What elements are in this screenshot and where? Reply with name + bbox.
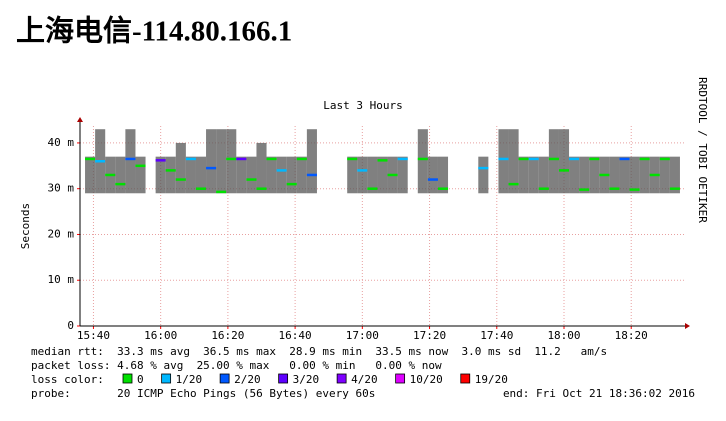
smoke <box>306 129 317 194</box>
smoke <box>478 156 489 194</box>
smoke <box>85 156 96 194</box>
x-tick-label: 16:20 <box>211 329 244 342</box>
legend-label: 4/20 <box>351 373 378 386</box>
smoke <box>286 156 297 194</box>
y-arrow <box>77 117 83 122</box>
legend-swatch <box>219 373 230 384</box>
smoke <box>609 156 620 194</box>
x-tick-label: 16:40 <box>279 329 312 342</box>
smoke <box>518 156 529 194</box>
smoke <box>579 156 590 194</box>
smoke <box>367 156 378 194</box>
smoke <box>357 156 368 194</box>
smoke <box>629 156 640 194</box>
smoke <box>538 156 549 194</box>
smoke <box>115 156 126 194</box>
legend-label: 1/20 <box>176 373 203 386</box>
x-tick-label: 17:00 <box>346 329 379 342</box>
smoke <box>165 156 176 194</box>
smoke <box>427 156 438 194</box>
stats-line: median rtt: 33.3 ms avg 36.5 ms max 28.9… <box>31 345 607 358</box>
side-note: RRDTOOL / TOBI OETIKER <box>696 77 709 223</box>
smoke <box>508 129 519 194</box>
smoke <box>669 156 680 194</box>
legend-label: 0 <box>137 373 144 386</box>
smoke <box>125 129 136 194</box>
smoke <box>206 129 217 194</box>
smoke <box>397 156 408 194</box>
smoke <box>558 129 570 194</box>
legend-swatch <box>278 373 289 384</box>
smoke <box>175 142 186 194</box>
smoke <box>266 156 277 194</box>
legend-swatch <box>161 373 172 384</box>
y-tick-label: 40 m <box>48 136 75 149</box>
smoke <box>498 129 509 194</box>
page-title: 上海电信-114.80.166.1 <box>16 15 292 48</box>
smoke <box>155 156 166 194</box>
legend-label: 10/20 <box>410 373 443 386</box>
smoke <box>659 156 670 194</box>
legend-label: 2/20 <box>234 373 261 386</box>
smoke <box>417 129 428 194</box>
smoke <box>548 129 559 194</box>
smoke <box>377 156 388 194</box>
x-tick-label: 16:00 <box>144 329 177 342</box>
smoke <box>589 156 600 194</box>
y-tick-label: 30 m <box>48 182 75 195</box>
y-tick-label: 10 m <box>48 273 75 286</box>
legend-swatch <box>460 373 471 384</box>
chart-title: Last 3 Hours <box>323 99 402 112</box>
x-tick-label: 18:20 <box>615 329 648 342</box>
smoke <box>236 156 247 194</box>
smoke <box>256 142 267 194</box>
smoke <box>296 156 307 194</box>
x-tick-label: 17:20 <box>413 329 446 342</box>
smoke <box>528 156 539 194</box>
legend-swatch <box>336 373 347 384</box>
legend-swatch <box>395 373 406 384</box>
smoke <box>276 156 287 194</box>
smoke <box>639 156 650 194</box>
smoke <box>619 156 630 194</box>
smoke <box>246 156 257 194</box>
legend-label: 3/20 <box>293 373 320 386</box>
x-arrow <box>685 323 690 329</box>
x-tick-label: 17:40 <box>480 329 513 342</box>
smoke <box>347 156 358 194</box>
y-tick-label: 0 <box>67 319 74 332</box>
smoke <box>216 129 227 194</box>
legend-swatch <box>122 373 133 384</box>
smoke <box>195 156 207 194</box>
stats-line: packet loss: 4.68 % avg 25.00 % max 0.00… <box>31 359 442 372</box>
smoke <box>185 156 196 194</box>
end-time: end: Fri Oct 21 18:36:02 2016 <box>503 387 695 400</box>
legend-label: loss color: <box>31 373 104 386</box>
legend-label: 19/20 <box>475 373 508 386</box>
x-tick-label: 18:00 <box>547 329 580 342</box>
probe-info: probe: 20 ICMP Echo Pings (56 Bytes) eve… <box>31 387 375 400</box>
y-tick-label: 20 m <box>48 227 75 240</box>
y-axis-label: Seconds <box>19 203 32 249</box>
smoke <box>569 156 580 194</box>
smoke <box>135 156 146 194</box>
x-tick-label: 15:40 <box>77 329 110 342</box>
smoke <box>226 129 237 194</box>
smoke <box>437 156 449 194</box>
